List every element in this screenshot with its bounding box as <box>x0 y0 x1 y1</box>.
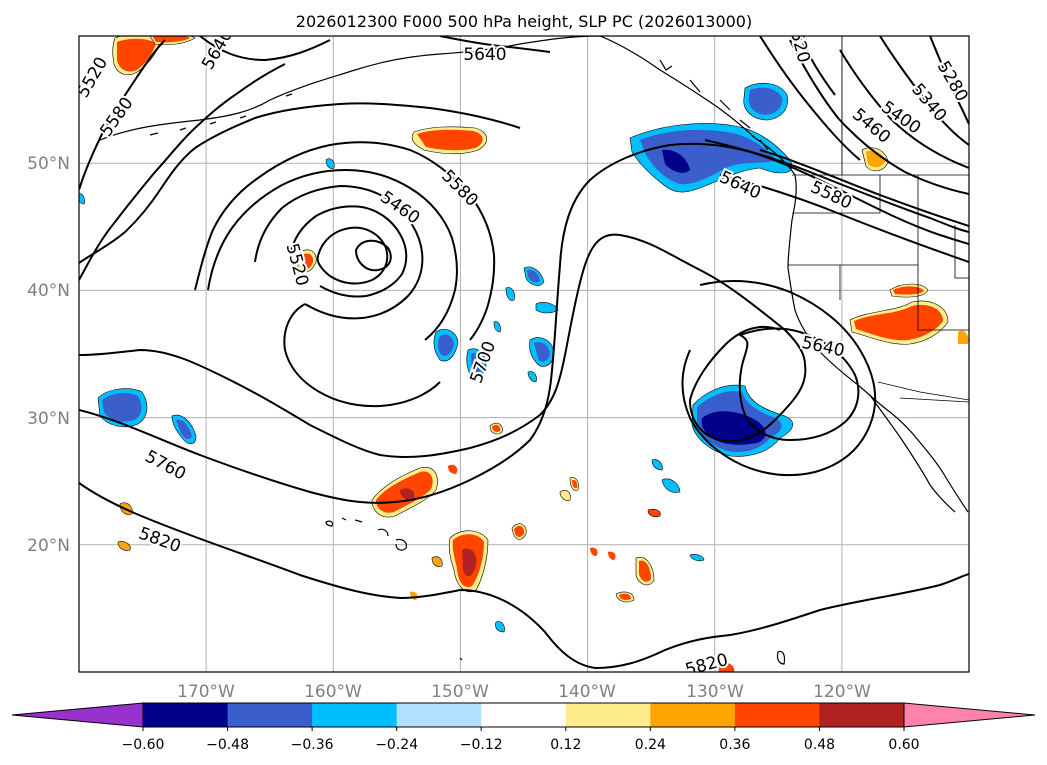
contour-right-edge <box>799 36 836 96</box>
colorbar-tick-label: −0.60 <box>122 737 165 753</box>
lat-label: 40°N <box>27 281 70 301</box>
contour-5580-right <box>669 142 969 245</box>
coastlines <box>99 36 969 665</box>
contour-5640-upper <box>207 168 458 341</box>
colorbar-frame <box>142 702 905 728</box>
lon-labels: 170°W 160°W 150°W 140°W 130°W 120°W <box>177 682 871 702</box>
lon-label: 160°W <box>304 682 362 702</box>
colorbar-tick-label: 0.12 <box>550 737 581 753</box>
contour-5580 <box>254 184 424 320</box>
map-frame <box>78 35 970 673</box>
contour-5820-south <box>79 482 969 670</box>
neg-anomaly-pnw-core <box>662 149 690 173</box>
colorbar-tick-label: −0.36 <box>291 737 334 753</box>
colorbar-bin <box>312 703 398 727</box>
colorbar-tick-label: 0.36 <box>719 737 750 753</box>
colorbar-bin <box>396 703 482 727</box>
colorbar-bin <box>819 703 905 727</box>
colorbar-tick-labels: −0.60 −0.48 −0.36 −0.24 −0.12 0.12 0.24 0.36 0.4… <box>122 737 920 753</box>
colorbar-bin <box>143 703 229 727</box>
colorbar-over-arrow <box>903 702 1036 728</box>
contour-5520 <box>289 205 408 298</box>
colorbar-bin <box>227 703 313 727</box>
colorbar-tick-label: 0.48 <box>804 737 835 753</box>
positive-anomalies <box>112 36 969 672</box>
colorbar-under-arrow <box>11 702 144 728</box>
plot-title: 2026012300 F000 500 hPa height, SLP PC (… <box>296 12 752 31</box>
colorbar-bin <box>650 703 736 727</box>
lon-label: 170°W <box>177 682 235 702</box>
contour-5280 <box>929 36 969 125</box>
contour-5460 <box>789 39 969 195</box>
colorbar-tick-label: −0.24 <box>375 737 418 753</box>
contour-5820-mid <box>79 233 807 459</box>
colorbar-bin <box>565 703 651 727</box>
lat-label: 50°N <box>27 154 70 174</box>
baja-coast <box>869 394 956 513</box>
lat-label: 20°N <box>27 536 70 556</box>
contour-5640-big <box>79 144 671 504</box>
contour-5400-center <box>354 239 392 272</box>
colorbar <box>11 702 1036 731</box>
lon-label: 120°W <box>813 682 871 702</box>
contour-5340 <box>879 36 969 146</box>
contour-5640-low-ring <box>737 327 860 442</box>
contour-upper-left <box>79 39 166 191</box>
colorbar-tick-label: 0.60 <box>888 737 919 753</box>
west-coast <box>787 174 969 513</box>
colorbar-tick-label: 0.24 <box>635 737 666 753</box>
lon-label: 130°W <box>686 682 744 702</box>
colorbar-bin <box>481 703 567 727</box>
colorbar-bin <box>734 703 820 727</box>
alaska-coast <box>99 36 601 141</box>
contour-5400 <box>839 49 969 169</box>
hawaii-islands <box>354 519 407 551</box>
contour-5760 <box>79 102 521 264</box>
political-borders <box>788 36 969 403</box>
lat-labels: 50°N 40°N 30°N 20°N <box>27 154 70 556</box>
lon-label: 150°W <box>431 682 489 702</box>
height-contours <box>79 36 969 670</box>
colorbar-tick-label: −0.12 <box>460 737 503 753</box>
contour-5640-east <box>759 149 969 227</box>
contour-5700-low <box>194 141 496 341</box>
lon-label: 140°W <box>558 682 616 702</box>
lat-label: 30°N <box>27 409 70 429</box>
contour-label: 5640 <box>463 45 506 65</box>
map-background <box>79 36 969 672</box>
colorbar-tick-label: −0.48 <box>206 737 249 753</box>
